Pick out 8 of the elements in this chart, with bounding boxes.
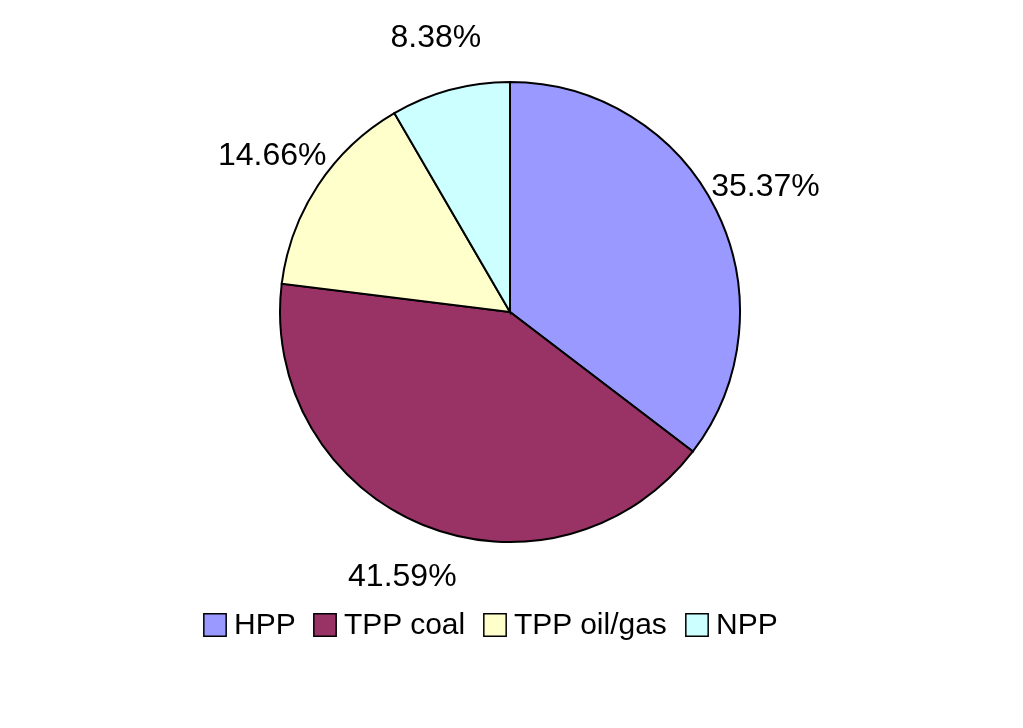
legend-label: HPP [234,607,296,640]
legend-label: NPP [716,607,778,640]
data-label: 8.38% [390,17,482,54]
data-label: 41.59% [348,556,457,593]
data-label: 14.66% [217,135,327,172]
data-label: 35.37% [711,166,820,203]
legend-label: TPP coal [344,607,466,640]
legend-label: TPP oil/gas [514,607,667,640]
